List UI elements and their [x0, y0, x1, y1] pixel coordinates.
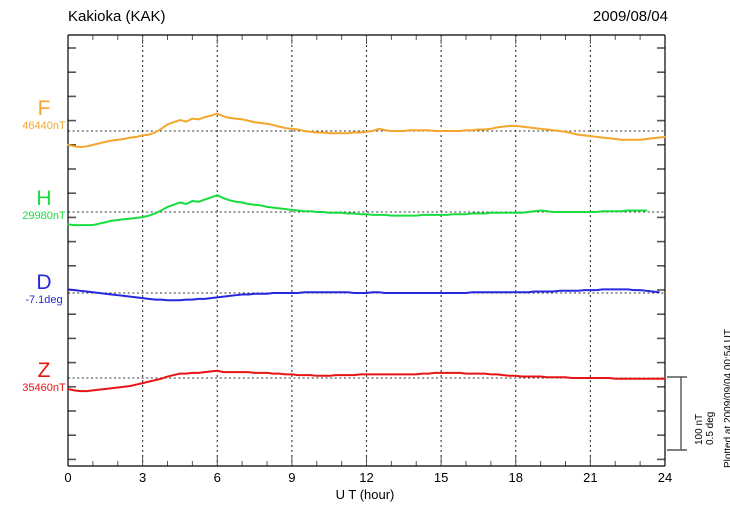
- grid-layer: [142, 35, 591, 466]
- plotted-timestamp: Plotted at 2009/09/04 00:54 UT: [723, 329, 730, 468]
- x-axis-title: U T (hour): [335, 487, 395, 502]
- series-line-D: [67, 288, 660, 302]
- x-tick-label: 3: [139, 470, 147, 485]
- x-tick-label: 15: [433, 470, 449, 485]
- component-letter-H: H: [36, 187, 52, 210]
- x-tick-label: 0: [64, 470, 72, 485]
- x-tick-label: 21: [583, 470, 598, 485]
- series-layer: [67, 112, 666, 393]
- scale-bar-label-nt: 100 nT: [694, 413, 705, 445]
- component-letter-D: D: [36, 271, 52, 294]
- x-tick-label: 18: [508, 470, 523, 485]
- x-tick-label: 6: [213, 470, 221, 485]
- component-label-D: D -7.1deg: [6, 272, 82, 307]
- scale-bar: [667, 376, 687, 451]
- component-value-D: -7.1deg: [25, 294, 63, 306]
- component-label-Z: Z 35460nT: [6, 360, 82, 395]
- component-letter-Z: Z: [37, 359, 51, 382]
- component-value-Z: 35460nT: [22, 382, 66, 394]
- component-label-F: F 46440nT: [6, 98, 82, 133]
- observation-date: 2009/08/04: [592, 8, 668, 25]
- series-line-H: [67, 194, 648, 227]
- component-value-F: 46440nT: [22, 120, 66, 132]
- component-value-H: 29980nT: [22, 210, 66, 222]
- component-label-H: H 29980nT: [6, 188, 82, 223]
- component-letter-F: F: [37, 97, 51, 120]
- x-tick-label: 24: [657, 470, 673, 485]
- x-tick-label: 12: [359, 470, 374, 485]
- x-tick-label: 9: [288, 470, 296, 485]
- plot-frame: [67, 34, 666, 467]
- series-line-Z: [67, 369, 666, 393]
- scale-bar-label-deg: 0.5 deg: [705, 411, 716, 445]
- page-title: Kakioka (KAK): [68, 8, 166, 25]
- series-line-F: [67, 112, 666, 149]
